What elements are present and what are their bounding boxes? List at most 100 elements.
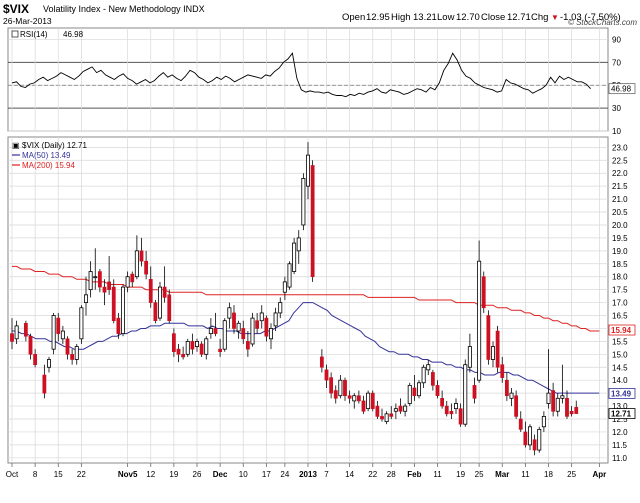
candle: [393, 403, 398, 420]
candle-body: [93, 276, 98, 279]
candle: [426, 359, 431, 376]
candle-body: [148, 279, 153, 303]
symbol: $VIX: [3, 2, 29, 16]
legend-vix-icon: ▣: [12, 141, 20, 150]
candle: [356, 390, 361, 404]
candle: [194, 338, 199, 352]
rsi-tick-label: 30: [612, 104, 621, 113]
candle-body: [65, 338, 70, 355]
price-tag-box: [608, 324, 636, 336]
rsi-tick-label: 90: [612, 35, 621, 44]
candle: [10, 318, 14, 350]
candle: [282, 276, 287, 300]
candle: [245, 331, 250, 357]
candle-body: [440, 398, 445, 407]
candle-body: [278, 302, 283, 314]
legend-ma200: MA(200) 15.94: [22, 161, 75, 170]
candle-body: [222, 320, 227, 350]
candle: [574, 400, 579, 414]
candle-body: [310, 165, 315, 278]
price-tick-label: 15.0: [612, 350, 628, 359]
candle: [555, 393, 560, 417]
candle-body: [301, 177, 306, 226]
candle: [472, 377, 477, 404]
x-tick-label: 22: [368, 470, 377, 479]
candle: [500, 356, 505, 383]
candle: [296, 230, 301, 264]
candle: [421, 364, 426, 388]
candle-body: [403, 405, 408, 412]
candle-body: [190, 341, 195, 350]
candle: [333, 385, 338, 404]
close-label: Close: [481, 12, 505, 23]
candle: [477, 240, 482, 383]
candle: [541, 411, 546, 432]
candle-body: [486, 315, 491, 360]
candle-body: [56, 317, 61, 334]
price-tick-label: 23.0: [612, 143, 628, 152]
candle: [167, 289, 172, 324]
candle-body: [412, 387, 417, 397]
candle-body: [273, 312, 278, 327]
candle: [60, 325, 65, 344]
rsi-legend-value: 46.98: [63, 30, 84, 39]
price-tick-label: 11.5: [612, 441, 628, 450]
candle: [366, 390, 371, 412]
candle-body: [518, 418, 523, 430]
candle-body: [130, 273, 135, 283]
price-tag-label: 12.71: [611, 410, 632, 419]
candle: [157, 281, 162, 321]
candle: [444, 400, 449, 417]
candle-body: [23, 322, 28, 337]
candle-body: [88, 271, 93, 291]
price-tick-label: 22.5: [612, 156, 628, 165]
candle-body: [74, 346, 79, 360]
candle: [370, 390, 375, 412]
price-tick-label: 19.5: [612, 234, 628, 243]
candle: [490, 341, 495, 368]
candle: [190, 333, 195, 355]
candle-body: [28, 335, 33, 355]
price-tick-label: 22.0: [612, 169, 628, 178]
candle-body: [477, 260, 482, 381]
chg-arrow: ▼: [551, 13, 559, 22]
candle: [532, 434, 537, 456]
candle-body: [481, 276, 486, 309]
candle: [551, 382, 556, 417]
candle-body: [218, 348, 223, 353]
candle: [125, 271, 130, 293]
candle-body: [227, 307, 232, 319]
candle: [287, 261, 292, 290]
price-tag-label: 13.49: [611, 389, 632, 398]
candle-body: [370, 392, 375, 409]
price-tick-label: 17.0: [612, 299, 628, 308]
candle-body: [213, 328, 218, 334]
candle-body: [51, 315, 56, 350]
candle: [560, 364, 565, 404]
x-tick-label: 28: [387, 470, 396, 479]
candle: [56, 312, 61, 342]
candle: [222, 318, 227, 352]
price-tick-label: 14.0: [612, 376, 628, 385]
x-tick-label: Nov5: [118, 470, 138, 479]
candle: [139, 237, 144, 267]
price-tick-label: 18.5: [612, 260, 628, 269]
x-tick-label: 11: [521, 470, 530, 479]
x-tick-label: 10: [239, 470, 248, 479]
candle: [84, 276, 89, 316]
x-tick-label: 12: [146, 470, 155, 479]
candle-body: [560, 395, 565, 399]
candle-body: [259, 312, 264, 322]
candle: [116, 312, 121, 339]
candle: [347, 390, 352, 404]
candle-body: [324, 369, 329, 381]
candle-body: [528, 426, 533, 446]
rsi-tag-label: 46.98: [611, 85, 632, 94]
candle-body: [338, 379, 343, 397]
candle: [218, 338, 223, 357]
x-tick-label: 15: [54, 470, 63, 479]
rsi-tag-box: [608, 83, 636, 95]
candle: [107, 256, 112, 295]
rsi-legend-icon: [11, 30, 19, 38]
